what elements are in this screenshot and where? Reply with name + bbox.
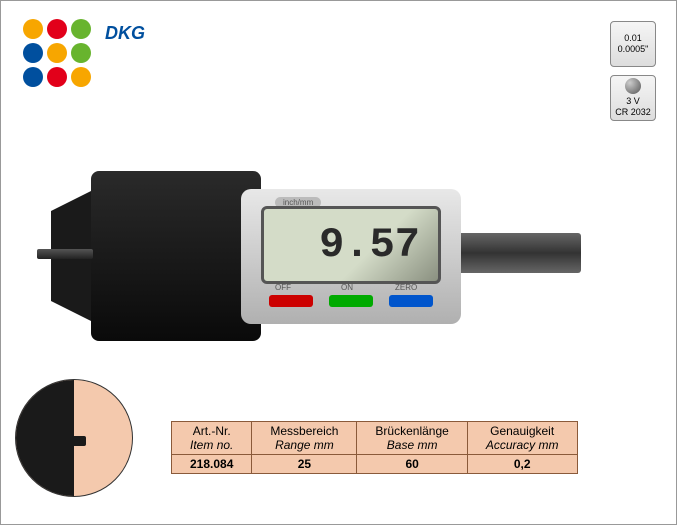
hdr-de: Genauigkeit	[486, 424, 559, 438]
battery-icon	[625, 78, 641, 94]
cell-base: 60	[357, 455, 467, 474]
logo-dot	[47, 19, 67, 39]
logo-dots	[23, 19, 91, 87]
hdr-de: Art.-Nr.	[190, 424, 233, 438]
logo-dot	[23, 67, 43, 87]
battery-voltage: 3 V	[626, 96, 640, 107]
gauge-probe	[37, 249, 93, 259]
zero-button	[389, 295, 433, 307]
cell-accuracy: 0,2	[467, 455, 577, 474]
hdr-en: Item no.	[190, 438, 233, 452]
col-range: Messbereich Range mm	[252, 422, 357, 455]
table-row: 218.084 25 60 0,2	[172, 455, 578, 474]
table-header-row: Art.-Nr. Item no. Messbereich Range mm B…	[172, 422, 578, 455]
resolution-line2: 0.0005"	[618, 44, 649, 55]
hdr-en: Accuracy mm	[486, 438, 559, 452]
off-button	[269, 295, 313, 307]
hdr-de: Messbereich	[270, 424, 338, 438]
logo-dot	[47, 43, 67, 63]
on-label: ON	[341, 283, 353, 292]
resolution-badge: 0.01 0.0005"	[610, 21, 656, 67]
brand-logo: DKG	[105, 23, 145, 44]
resolution-line1: 0.01	[624, 33, 642, 44]
product-image: inch/mm 9.57 OFF ON ZERO	[51, 161, 611, 351]
logo-dot	[71, 43, 91, 63]
zero-label: ZERO	[395, 283, 417, 292]
logo-dot	[23, 43, 43, 63]
logo-dot	[71, 67, 91, 87]
logo-dot	[47, 67, 67, 87]
detail-probe-tip	[72, 436, 86, 446]
detail-edge	[16, 380, 74, 496]
off-label: OFF	[275, 283, 291, 292]
depth-slider	[451, 233, 581, 273]
hdr-en: Range mm	[270, 438, 338, 452]
cell-item-no: 218.084	[172, 455, 252, 474]
cell-range: 25	[252, 455, 357, 474]
hdr-en: Base mm	[375, 438, 448, 452]
hdr-de: Brückenlänge	[375, 424, 448, 438]
battery-badge: 3 V CR 2032	[610, 75, 656, 121]
col-item-no: Art.-Nr. Item no.	[172, 422, 252, 455]
detail-circle	[15, 379, 133, 497]
logo-dot	[23, 19, 43, 39]
on-button	[329, 295, 373, 307]
col-accuracy: Genauigkeit Accuracy mm	[467, 422, 577, 455]
battery-type: CR 2032	[615, 107, 651, 118]
logo-dot	[71, 19, 91, 39]
spec-table: Art.-Nr. Item no. Messbereich Range mm B…	[171, 421, 578, 474]
lcd-display: 9.57	[261, 206, 441, 284]
col-base: Brückenlänge Base mm	[357, 422, 467, 455]
display-value: 9.57	[319, 221, 420, 269]
gauge-body-black	[91, 171, 261, 341]
